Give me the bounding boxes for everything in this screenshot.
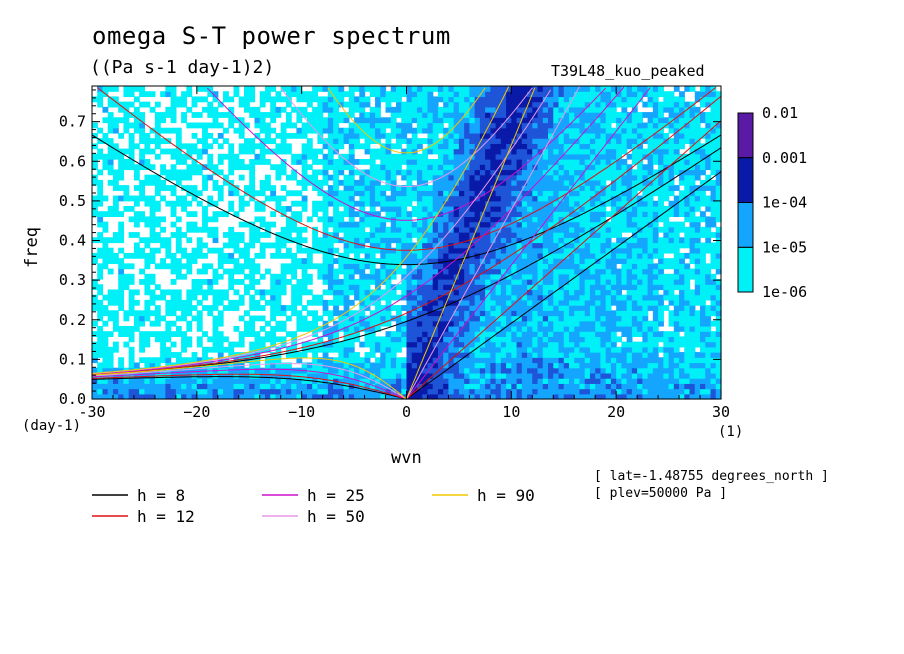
dispersion-curve-h25-kelvin xyxy=(406,87,651,400)
dispersion-curve-h25-mixed-rossby-gravity xyxy=(91,86,625,375)
dispersion-curve-h8-equatorial-rossby xyxy=(91,376,407,400)
colorbar-label: 0.001 xyxy=(762,149,807,167)
y-tick-label: 0.7 xyxy=(59,113,86,131)
x-tick-label: -30 xyxy=(78,403,105,421)
dispersion-curve-h50-inertia-gravity xyxy=(280,87,533,187)
colorbar-label: 1e-06 xyxy=(762,283,807,301)
colorbar: 0.01 0.001 1e-04 1e-05 1e-06 xyxy=(737,104,807,301)
spectrum-field xyxy=(92,86,722,400)
dispersion-curve-h90-mixed-rossby-gravity xyxy=(91,86,510,374)
y-tick-label: 0.0 xyxy=(59,390,86,408)
y-tick-label: 0.4 xyxy=(59,232,86,250)
y-tick-label: 0.5 xyxy=(59,192,86,210)
dispersion-curve-h50-mixed-rossby-gravity xyxy=(91,89,552,375)
dispersion-curve-h12-equatorial-rossby xyxy=(91,373,407,400)
dispersion-curve-h12-mixed-rossby-gravity xyxy=(91,95,722,376)
x-tick-label: 30 xyxy=(712,403,730,421)
x-axis-label: wvn xyxy=(391,448,422,468)
legend-label-h8: h = 8 xyxy=(137,486,185,505)
legend-label-h25: h = 25 xyxy=(307,486,365,505)
colorbar-box xyxy=(737,202,754,248)
latitude-annotation: [ lat=-1.48755 degrees_north ] xyxy=(594,469,829,484)
dispersion-curves xyxy=(91,86,722,400)
dispersion-curve-h8-kelvin xyxy=(406,171,722,400)
dispersion-curve-h8-inertia-gravity xyxy=(91,134,722,266)
x-tick-label: −20 xyxy=(183,403,210,421)
colorbar-box xyxy=(737,112,754,159)
chart-units: ((Pa s-1 day-1)2) xyxy=(90,57,275,78)
y-axis-ticks: 0.0 0.1 0.2 0.3 0.4 0.5 0.6 0.7 xyxy=(59,89,721,408)
legend-label-h90: h = 90 xyxy=(477,486,535,505)
colorbar-box xyxy=(737,246,754,293)
y-tick-label: 0.3 xyxy=(59,271,86,289)
legend-label-h12: h = 12 xyxy=(137,507,195,526)
dispersion-curve-h90-kelvin xyxy=(406,87,536,400)
x-axis-unit: (1) xyxy=(718,424,744,440)
y-tick-label: 0.1 xyxy=(59,350,86,368)
colorbar-label: 0.01 xyxy=(762,104,798,122)
x-tick-label: −10 xyxy=(288,403,315,421)
legend-label-h50: h = 50 xyxy=(307,507,365,526)
dispersion-curve-h25-equatorial-rossby xyxy=(91,368,407,400)
colorbar-label: 1e-04 xyxy=(762,194,807,212)
y-axis-unit: (day-1) xyxy=(22,418,82,434)
dispersion-curve-h50-kelvin xyxy=(406,86,580,400)
dispersion-curve-h12-inertia-gravity xyxy=(96,87,717,251)
case-label: T39L48_kuo_peaked xyxy=(551,62,705,80)
legend: h = 8 h = 12 h = 25 h = 50 h = 90 xyxy=(92,486,535,526)
dispersion-curve-h12-kelvin xyxy=(406,120,722,400)
dispersion-curve-h90-inertia-gravity xyxy=(327,87,486,154)
x-tick-label: 0 xyxy=(402,403,411,421)
x-tick-label: 10 xyxy=(502,403,520,421)
colorbar-label: 1e-05 xyxy=(762,238,807,256)
x-tick-label: 20 xyxy=(607,403,625,421)
dispersion-curve-h25-inertia-gravity xyxy=(206,87,607,221)
colorbar-box xyxy=(737,157,754,203)
chart-title: omega S-T power spectrum xyxy=(92,22,451,50)
pressure-level-annotation: [ plev=50000 Pa ] xyxy=(594,486,728,501)
x-axis-ticks: -30 −20 −10 0 10 20 30 xyxy=(78,86,730,421)
y-tick-label: 0.2 xyxy=(59,311,86,329)
dispersion-curve-h90-equatorial-rossby xyxy=(91,357,407,400)
y-tick-label: 0.6 xyxy=(59,152,86,170)
dispersion-curve-h50-equatorial-rossby xyxy=(91,363,407,400)
